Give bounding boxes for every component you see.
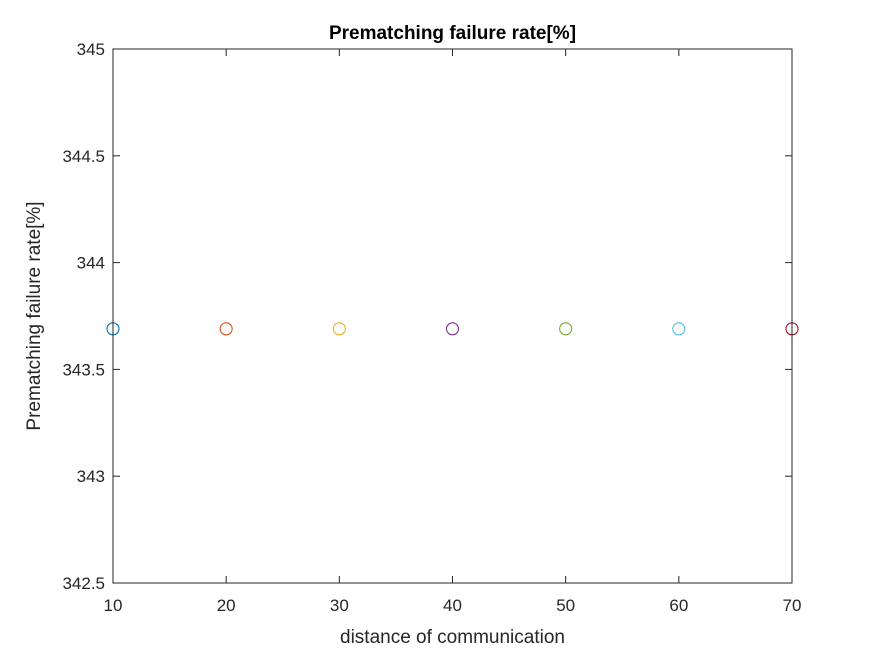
data-point <box>219 322 233 336</box>
x-tick-label: 60 <box>669 596 688 615</box>
data-point <box>672 322 686 336</box>
x-tick-label: 20 <box>217 596 236 615</box>
x-tick-label: 30 <box>330 596 349 615</box>
x-axis-label: distance of communication <box>340 627 565 648</box>
plot-area <box>113 49 792 583</box>
y-tick-label: 342.5 <box>62 574 105 593</box>
tick-labels: 10 20 30 40 50 60 70 342.5 343 343.5 344 344.5 345 <box>62 40 801 615</box>
chart-title: Prematching failure rate[%] <box>329 23 576 44</box>
y-tick-label: 343.5 <box>62 360 105 379</box>
y-tick-label: 345 <box>77 40 105 59</box>
data-point <box>445 322 460 336</box>
x-tick-label: 10 <box>104 596 123 615</box>
x-tick-label: 70 <box>783 596 802 615</box>
y-tick-label: 344.5 <box>62 147 105 166</box>
x-tick-label: 40 <box>443 596 462 615</box>
y-axis-label: Prematching failure rate[%] <box>24 201 45 430</box>
data-point <box>559 322 573 336</box>
plot-box <box>112 48 793 584</box>
y-tick-label: 344 <box>77 254 105 273</box>
data-point <box>332 322 346 336</box>
x-tick-label: 50 <box>556 596 575 615</box>
y-tick-label: 343 <box>77 467 105 486</box>
